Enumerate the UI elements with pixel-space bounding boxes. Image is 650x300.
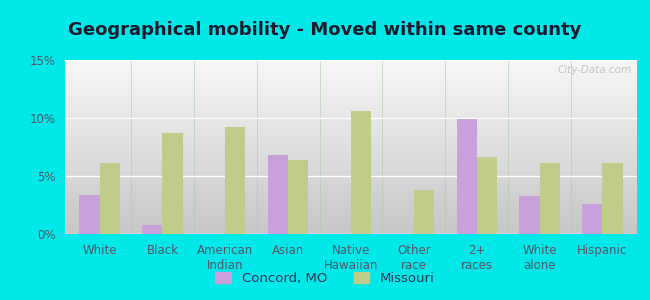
Bar [456, 119, 476, 234]
Legend: Concord, MO, Missouri: Concord, MO, Missouri [210, 267, 440, 290]
Bar [540, 163, 560, 234]
Bar [519, 196, 540, 234]
Bar [268, 155, 288, 234]
Bar [226, 127, 246, 234]
Bar [288, 160, 308, 234]
Bar [476, 158, 497, 234]
Text: Geographical mobility - Moved within same county: Geographical mobility - Moved within sam… [68, 21, 582, 39]
Bar [351, 111, 371, 234]
Bar [603, 163, 623, 234]
Bar [582, 204, 603, 234]
Bar [414, 190, 434, 234]
Text: City-Data.com: City-Data.com [557, 65, 631, 75]
Bar [162, 133, 183, 234]
Bar [99, 163, 120, 234]
Bar [79, 195, 99, 234]
Bar [142, 225, 162, 234]
